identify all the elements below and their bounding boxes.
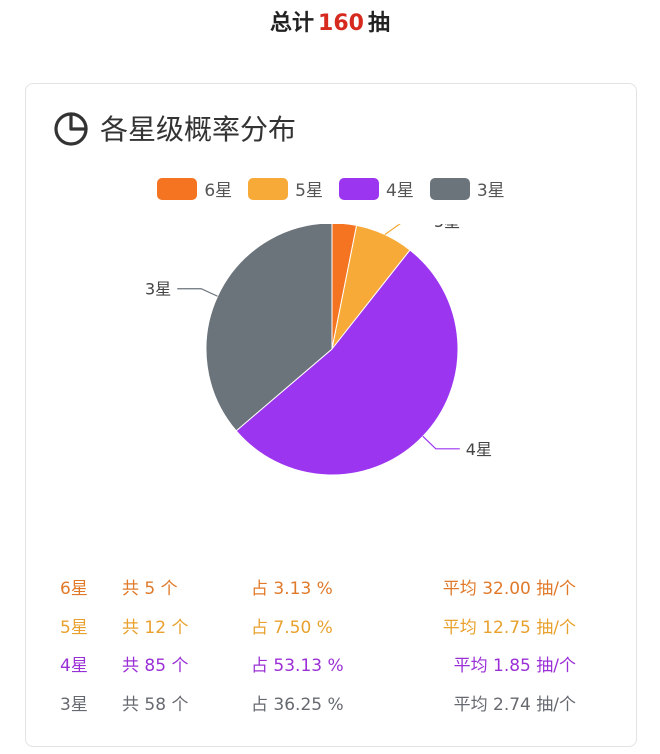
- total-suffix: 抽: [367, 11, 390, 36]
- legend-swatch: [339, 177, 379, 200]
- legend-swatch: [157, 177, 198, 200]
- stat-average: 平均 1.85 抽/个: [453, 656, 576, 676]
- legend-label: 6星: [204, 181, 233, 201]
- total-prefix: 总计: [270, 11, 315, 36]
- star-distribution-card: 各星级概率分布 6星 5星 4星 3星 6星 5星 4星 3星 6星 共 5 个 占 3.13 …: [25, 83, 637, 747]
- pie-chart-icon: [54, 112, 88, 146]
- stat-name: 5星: [60, 617, 88, 638]
- chart-legend: 6星 5星 4星 3星: [26, 176, 636, 201]
- pie-slice-label: 4星: [466, 440, 492, 459]
- stat-row: 4星 共 85 个 占 53.13 % 平均 1.85 抽/个: [26, 643, 638, 682]
- total-pulls-header: 总计 160 抽: [0, 6, 660, 42]
- legend-item[interactable]: 4星: [339, 176, 414, 201]
- stat-count: 共 5 个: [122, 579, 178, 599]
- stat-average: 平均 32.00 抽/个: [442, 579, 576, 599]
- legend-swatch: [248, 177, 289, 200]
- card-title: 各星级概率分布: [100, 113, 297, 146]
- pie-leader-line: [422, 435, 460, 450]
- legend-item[interactable]: 3星: [429, 176, 505, 201]
- stat-row: 5星 共 12 个 占 7.50 % 平均 12.75 抽/个: [26, 605, 638, 644]
- stat-percent: 占 3.13 %: [251, 579, 333, 599]
- stats-table: 6星 共 5 个 占 3.13 % 平均 32.00 抽/个 5星 共 12 个 占 7.5…: [26, 566, 638, 720]
- total-count: 160: [318, 11, 364, 36]
- stat-percent: 占 53.13 %: [251, 656, 344, 676]
- legend-item[interactable]: 6星: [157, 176, 232, 201]
- pie-slice[interactable]: [235, 249, 459, 476]
- legend-label: 3星: [476, 181, 505, 201]
- stat-name: 3星: [60, 694, 88, 715]
- stat-average: 平均 2.74 抽/个: [453, 694, 576, 715]
- stat-name: 6星: [60, 579, 88, 599]
- legend-label: 5星: [295, 181, 323, 201]
- stat-row: 6星 共 5 个 占 3.13 % 平均 32.00 抽/个: [26, 566, 638, 605]
- stat-count: 共 12 个: [122, 617, 189, 638]
- stat-name: 4星: [60, 656, 88, 676]
- legend-item[interactable]: 5星: [248, 176, 323, 201]
- pie-slice-label: 3星: [145, 280, 171, 299]
- stat-row: 3星 共 58 个 占 36.25 % 平均 2.74 抽/个: [26, 682, 638, 721]
- legend-swatch: [429, 177, 470, 200]
- stat-percent: 占 36.25 %: [251, 694, 344, 715]
- pie-slice-label: 5星: [434, 224, 460, 231]
- stat-count: 共 85 个: [122, 656, 189, 676]
- stat-percent: 占 7.50 %: [251, 617, 333, 638]
- pie-slice[interactable]: [205, 224, 333, 432]
- stat-count: 共 58 个: [122, 694, 189, 715]
- stat-average: 平均 12.75 抽/个: [442, 617, 576, 638]
- card-title-bar: 各星级概率分布: [52, 108, 296, 148]
- legend-label: 4星: [386, 181, 414, 201]
- pie-leader-line: [177, 288, 218, 297]
- pie-leader-line: [384, 224, 401, 236]
